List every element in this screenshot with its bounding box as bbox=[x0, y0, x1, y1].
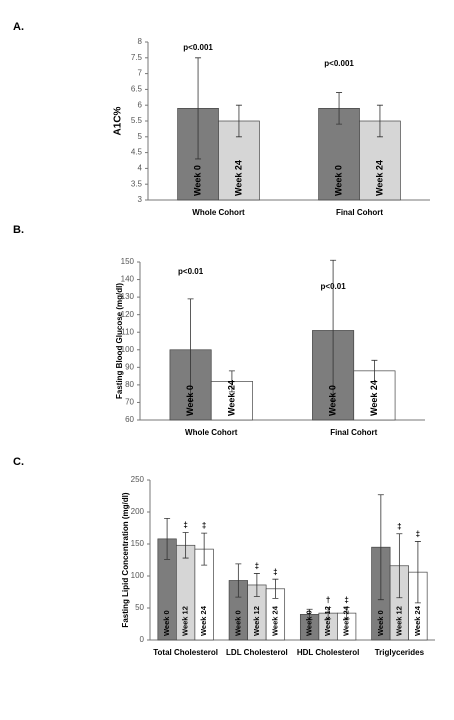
bar-label: Week 12 bbox=[323, 606, 332, 636]
y-tick-label: 100 bbox=[121, 345, 135, 354]
y-tick-label: 130 bbox=[121, 292, 135, 301]
x-tick-label: Final Cohort bbox=[330, 428, 377, 437]
y-axis-label: Fasting Blood Glucose (mg/dl) bbox=[115, 283, 124, 399]
y-axis-label: Fasting Lipid Concentration (mg/dl) bbox=[121, 492, 130, 627]
bar-label: Week 24 bbox=[270, 605, 279, 636]
y-tick-label: 70 bbox=[125, 398, 134, 407]
bar-label: Week 0 bbox=[233, 610, 242, 636]
y-tick-label: 150 bbox=[121, 257, 135, 266]
panel-label: B. bbox=[13, 224, 24, 236]
bar-label: Week 24 bbox=[342, 605, 351, 636]
y-tick-label: 120 bbox=[121, 310, 135, 319]
error-bar bbox=[235, 104, 242, 138]
y-tick-label: 4.5 bbox=[131, 148, 143, 157]
bar-label: Week 0 bbox=[305, 610, 314, 636]
bar-label: Week 0 bbox=[192, 165, 202, 196]
x-tick-label: Whole Cohort bbox=[185, 428, 238, 437]
x-tick-label: Total Cholesterol bbox=[153, 648, 218, 657]
significance-symbol: ‡ bbox=[397, 522, 401, 531]
error-bar bbox=[330, 259, 337, 402]
error-bar bbox=[377, 494, 384, 601]
annotation: p<0.001 bbox=[324, 59, 354, 68]
x-tick-label: Whole Cohort bbox=[192, 208, 245, 217]
y-tick-label: 6 bbox=[138, 100, 143, 109]
bar-label: Week 0 bbox=[327, 385, 337, 416]
y-tick-label: 8 bbox=[138, 37, 143, 46]
y-tick-label: 5 bbox=[138, 132, 143, 141]
y-tick-label: 100 bbox=[131, 571, 145, 580]
error-bar bbox=[253, 573, 260, 597]
bar-label: Week 12 bbox=[181, 606, 190, 636]
error-bar bbox=[187, 298, 194, 402]
error-bar bbox=[343, 606, 350, 620]
error-bar bbox=[228, 370, 235, 393]
y-tick-label: 5.5 bbox=[131, 116, 143, 125]
bar-label: Week 24 bbox=[233, 160, 243, 196]
error-bar bbox=[195, 57, 202, 160]
significance-symbol: ‡ bbox=[202, 521, 206, 530]
error-bar bbox=[235, 563, 242, 598]
error-bar bbox=[325, 606, 332, 620]
panel-label: C. bbox=[13, 456, 24, 468]
y-tick-label: 4 bbox=[138, 164, 143, 173]
y-tick-label: 50 bbox=[135, 603, 144, 612]
annotation: p<0.01 bbox=[178, 267, 204, 276]
x-tick-label: HDL Cholesterol bbox=[297, 648, 360, 657]
significance-symbol: ‡ bbox=[273, 567, 277, 576]
y-tick-label: 90 bbox=[125, 362, 134, 371]
significance-symbol: ‡ bbox=[183, 521, 187, 530]
significance-symbol: ‡ bbox=[416, 530, 420, 539]
bar-label: Week 0 bbox=[162, 610, 171, 636]
panel-label: A. bbox=[13, 21, 24, 33]
y-tick-label: 110 bbox=[121, 327, 134, 336]
bar-label: Week 0 bbox=[185, 385, 195, 416]
significance-symbol: ‡ bbox=[255, 562, 259, 571]
y-tick-label: 80 bbox=[125, 380, 134, 389]
significance-symbol: † bbox=[326, 595, 330, 604]
y-tick-label: 60 bbox=[125, 415, 134, 424]
bar-label: Week 12 bbox=[252, 606, 261, 636]
x-tick-label: Final Cohort bbox=[336, 208, 383, 217]
bar-label: Week 0 bbox=[333, 165, 343, 196]
bar-label: Week 24 bbox=[374, 160, 384, 196]
bar-label: Week 0 bbox=[376, 610, 385, 636]
bar-label: Week 12 bbox=[394, 606, 403, 636]
x-tick-label: Triglycerides bbox=[375, 648, 425, 657]
error-bar bbox=[396, 533, 403, 599]
bar-label: Week 24 bbox=[369, 380, 379, 416]
annotation: p<0.001 bbox=[183, 43, 213, 52]
y-tick-label: 200 bbox=[131, 507, 145, 516]
error-bar bbox=[336, 92, 343, 125]
error-bar bbox=[182, 532, 189, 559]
y-tick-label: 150 bbox=[131, 539, 145, 548]
y-tick-label: 7 bbox=[138, 69, 143, 78]
error-bar bbox=[306, 608, 313, 620]
bar-label: Week 24 bbox=[413, 605, 422, 636]
error-bar bbox=[376, 104, 383, 138]
y-tick-label: 3 bbox=[138, 195, 143, 204]
y-tick-label: 0 bbox=[140, 635, 145, 644]
significance-symbol: ‡ bbox=[344, 595, 348, 604]
error-bar bbox=[164, 518, 171, 560]
bar-label: Week 24 bbox=[226, 380, 236, 416]
error-bar bbox=[201, 532, 208, 566]
error-bar bbox=[371, 359, 378, 382]
y-tick-label: 6.5 bbox=[131, 85, 143, 94]
x-tick-label: LDL Cholesterol bbox=[226, 648, 288, 657]
y-tick-label: 3.5 bbox=[131, 179, 143, 188]
error-bar bbox=[272, 578, 279, 599]
y-axis-label: A1C% bbox=[113, 106, 124, 135]
y-tick-label: 140 bbox=[121, 275, 135, 284]
error-bar bbox=[414, 541, 421, 604]
y-tick-label: 250 bbox=[131, 475, 145, 484]
bar-label: Week 24 bbox=[199, 605, 208, 636]
y-tick-label: 7.5 bbox=[131, 53, 143, 62]
